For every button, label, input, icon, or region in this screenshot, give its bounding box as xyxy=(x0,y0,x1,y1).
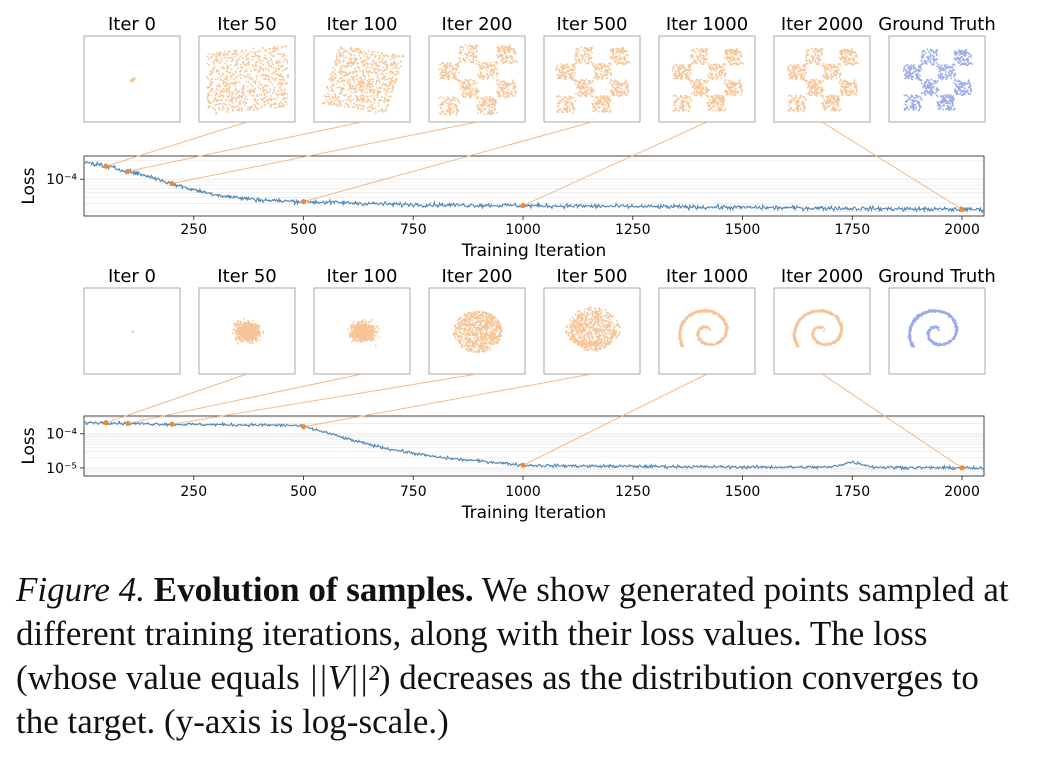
sample-points xyxy=(131,330,134,333)
sample-panel xyxy=(888,287,986,375)
loss-plot-frame xyxy=(83,155,985,217)
x-tick-label: 1500 xyxy=(725,484,761,500)
sample-panel xyxy=(773,287,871,375)
caption-label: Figure 4. xyxy=(16,570,145,609)
sample-panel xyxy=(888,35,986,123)
loss-plot-frame xyxy=(83,415,985,477)
x-tick-label: 1250 xyxy=(615,484,651,500)
x-tick-label: 750 xyxy=(400,484,427,500)
connector-line xyxy=(522,373,708,466)
spiral-row: Iter 0 Iter 50 Iter 100 Iter 200 Iter 500 Ite… xyxy=(19,266,996,523)
sample-points xyxy=(907,309,959,348)
loss-marker xyxy=(959,206,965,213)
sample-points xyxy=(902,48,973,112)
loss-marker xyxy=(300,199,307,205)
panel-title: Iter 200 xyxy=(442,14,513,35)
loss-marker xyxy=(300,424,307,430)
connector-line xyxy=(127,121,363,172)
caption-text-end: ) decreases as the distribution converge… xyxy=(16,658,979,741)
figure-caption: Figure 4. Evolution of samples. We show … xyxy=(16,568,1026,744)
loss-marker xyxy=(169,180,175,187)
panel-title: Iter 1000 xyxy=(666,266,748,287)
sample-points xyxy=(129,77,136,83)
y-axis-label: Loss xyxy=(19,167,39,204)
x-tick-label: 1500 xyxy=(725,222,761,238)
loss-marker xyxy=(103,420,109,426)
panel-title: Iter 2000 xyxy=(781,14,863,35)
sample-points xyxy=(786,47,859,113)
x-tick-label: 1000 xyxy=(505,484,541,500)
loss-series-line xyxy=(84,419,985,471)
caption-title: Evolution of samples. xyxy=(153,570,474,609)
loss-marker xyxy=(169,421,175,427)
loss-series-line xyxy=(84,160,985,214)
panel-title: Iter 500 xyxy=(557,266,628,287)
sample-points xyxy=(678,308,729,348)
sample-points xyxy=(206,45,289,115)
x-tick-label: 750 xyxy=(400,222,427,238)
sample-points xyxy=(322,46,405,113)
panel-title: Iter 0 xyxy=(108,266,156,287)
sample-points xyxy=(555,46,631,114)
sample-panel xyxy=(543,287,641,375)
panel-title: Iter 50 xyxy=(217,14,276,35)
y-tick-label: 10⁻⁵ xyxy=(46,461,77,477)
sample-panel xyxy=(658,287,756,375)
connector-line xyxy=(303,121,593,203)
x-tick-label: 1750 xyxy=(834,484,870,500)
x-tick-label: 2000 xyxy=(944,484,980,500)
sample-points xyxy=(347,318,381,347)
connector-line xyxy=(522,121,708,207)
connector-line xyxy=(105,121,248,167)
x-tick-label: 500 xyxy=(290,484,317,500)
panel-title: Iter 50 xyxy=(217,266,276,287)
sample-points xyxy=(231,318,265,345)
panel-title: Ground Truth xyxy=(878,266,996,287)
sample-points xyxy=(671,47,744,113)
x-tick-label: 1000 xyxy=(505,222,541,238)
panel-title: Iter 1000 xyxy=(666,14,748,35)
connector-line xyxy=(171,373,478,425)
x-tick-label: 500 xyxy=(290,222,317,238)
x-axis-label: Training Iteration xyxy=(461,241,607,261)
panel-title: Iter 0 xyxy=(108,14,156,35)
connector-line xyxy=(303,373,593,428)
checkerboard-row: Iter 0 Iter 50 Iter 100 Iter 200 Iter 500 Ite… xyxy=(19,14,996,261)
sample-points xyxy=(437,44,518,116)
sample-points xyxy=(452,310,503,353)
panel-title: Iter 2000 xyxy=(781,266,863,287)
connector-line xyxy=(821,373,963,469)
panel-title: Iter 100 xyxy=(327,14,398,35)
sample-points xyxy=(565,306,621,352)
connector-line xyxy=(821,121,963,210)
panel-title: Ground Truth xyxy=(878,14,996,35)
loss-marker xyxy=(959,465,965,471)
y-tick-label: 10⁻⁴ xyxy=(46,172,77,188)
x-tick-label: 250 xyxy=(180,484,207,500)
x-tick-label: 2000 xyxy=(944,222,980,238)
x-axis-label: Training Iteration xyxy=(461,503,607,523)
connector-line xyxy=(127,373,363,424)
loss-marker xyxy=(103,163,109,169)
loss-marker xyxy=(520,462,526,468)
y-tick-label: 10⁻⁴ xyxy=(46,427,77,443)
sample-panel xyxy=(313,35,411,123)
panel-title: Iter 500 xyxy=(557,14,628,35)
caption-text: We show generated points sampled at diff… xyxy=(16,570,1009,697)
y-axis-label: Loss xyxy=(19,427,39,464)
connector-line xyxy=(171,121,478,185)
x-tick-label: 1250 xyxy=(615,222,651,238)
loss-marker xyxy=(520,202,526,209)
panel-title: Iter 200 xyxy=(442,266,513,287)
x-tick-label: 250 xyxy=(180,222,207,238)
figure: Iter 0 Iter 50 Iter 100 Iter 200 Iter 500 Ite… xyxy=(19,14,996,523)
sample-points xyxy=(792,309,844,348)
loss-marker xyxy=(125,420,131,427)
caption-math: ||V||² xyxy=(308,658,379,697)
x-tick-label: 1750 xyxy=(834,222,870,238)
panel-title: Iter 100 xyxy=(327,266,398,287)
loss-marker xyxy=(125,168,131,174)
connector-line xyxy=(105,373,248,424)
